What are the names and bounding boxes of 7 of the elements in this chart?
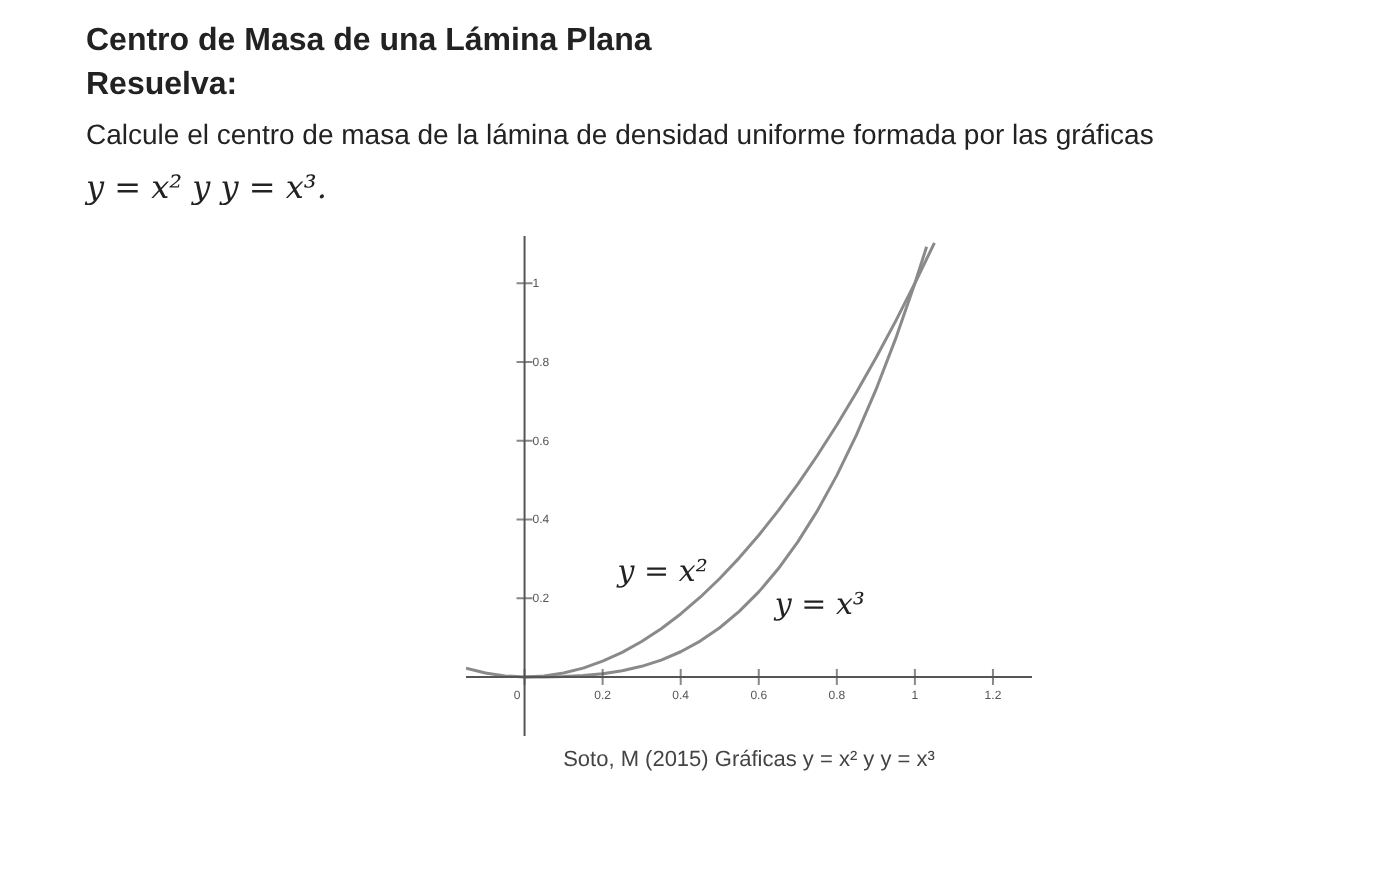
series-label: y = x³ — [772, 585, 865, 622]
text: y = x² y y = x³. — [84, 168, 327, 206]
chart-title: Centro de Masa de una Lámina Plana — [86, 24, 652, 58]
text: Soto, M (2015) Gráficas y = x² y y = x³ — [563, 748, 936, 772]
text: Resuelva: — [86, 68, 238, 102]
series-label: y = x² — [615, 552, 708, 589]
text: Calcule el centro de masa de la lámina de densidad uniforme formada por las gráficas — [86, 118, 1154, 150]
